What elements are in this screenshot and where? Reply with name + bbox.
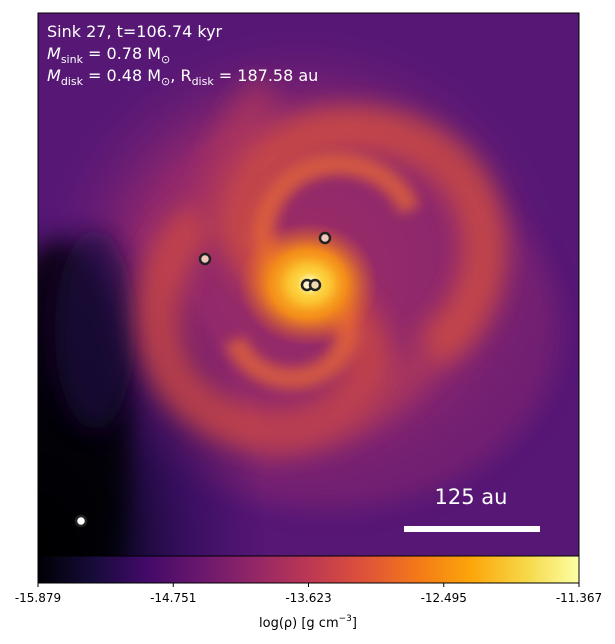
colorbar-tick-label: -14.751 — [150, 591, 196, 605]
disk-properties: Mdisk = 0.48 M⊙, Rdisk = 187.58 au — [47, 66, 318, 88]
scale-bar: 125 au — [404, 485, 540, 532]
colorbar-label: log(ρ) [g cm−3] — [259, 614, 357, 631]
sink-title: Sink 27, t=106.74 kyr — [47, 22, 223, 41]
sink-marker — [308, 278, 322, 292]
sink-marker — [198, 252, 212, 266]
sink-marker — [74, 514, 88, 528]
sink-info-annotation: Sink 27, t=106.74 kyr Msink = 0.78 M⊙ Md… — [47, 22, 318, 88]
colorbar-tick-label: -15.879 — [15, 591, 61, 605]
colorbar-tick-label: -11.367 — [556, 591, 602, 605]
colorbar: -15.879 -14.751 -13.623 -12.495 -11.367 … — [15, 555, 602, 631]
colorbar-gradient — [37, 555, 580, 584]
sink-marker — [318, 231, 332, 245]
scale-bar-label: 125 au — [435, 485, 508, 509]
colorbar-tick-label: -13.623 — [285, 591, 331, 605]
sink-markers — [74, 231, 332, 528]
sink-mass: Msink = 0.78 M⊙ — [47, 44, 170, 66]
density-image — [38, 13, 579, 556]
colorbar-tick-label: -12.495 — [421, 591, 467, 605]
scale-bar-line — [404, 526, 540, 532]
